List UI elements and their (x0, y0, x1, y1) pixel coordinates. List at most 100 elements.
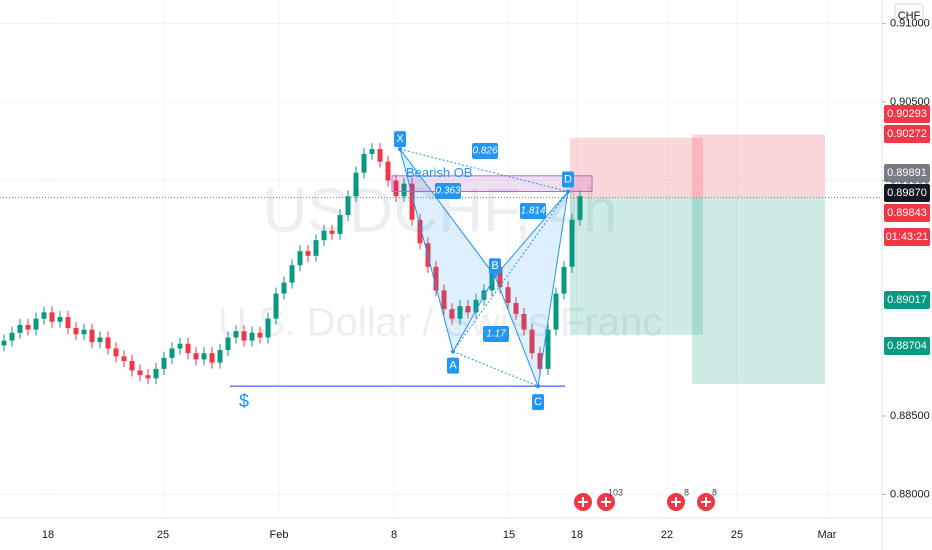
candle (49, 312, 55, 322)
candle (169, 348, 175, 358)
candle (441, 290, 447, 310)
candle (217, 350, 223, 363)
candle (17, 324, 23, 333)
y-tick-label: 0.90500 (890, 96, 930, 108)
point-box (562, 171, 574, 188)
ratio-label: 0.826 (472, 146, 497, 157)
candle (185, 343, 191, 354)
ratio-line (399, 148, 496, 277)
ratio-label: 0.363 (435, 186, 460, 197)
candle (353, 172, 359, 197)
candle (129, 361, 135, 371)
ratio-box (520, 203, 546, 219)
ratio-line (452, 351, 539, 387)
point-box (394, 131, 406, 148)
x-tick-label: 25 (157, 529, 169, 541)
candle (521, 313, 527, 330)
x-tick-label: 25 (731, 529, 743, 541)
candle (377, 149, 383, 162)
price-tag-label: 0.88704 (887, 340, 927, 352)
candle (161, 357, 167, 369)
candle (393, 180, 399, 197)
candle (249, 332, 255, 341)
candle (225, 337, 231, 351)
price-tag-label: 0.90272 (887, 128, 927, 140)
event-count: 8 (684, 487, 689, 497)
candle (289, 265, 295, 283)
candle (465, 306, 471, 313)
candle (257, 332, 263, 338)
candle (209, 353, 215, 363)
candle (417, 219, 423, 244)
candle (345, 196, 351, 216)
price-tag-label: 0.89870 (887, 187, 927, 199)
candle (409, 183, 415, 220)
currency-box[interactable] (894, 3, 924, 27)
candle (9, 332, 15, 341)
candle (121, 356, 127, 362)
candle (553, 293, 559, 330)
price-tag (884, 291, 930, 309)
price-tag (884, 164, 930, 182)
candle (497, 266, 503, 288)
candle (25, 324, 31, 330)
candle (385, 161, 391, 181)
candle (505, 287, 511, 303)
point-label: D (564, 173, 572, 185)
candle (137, 370, 143, 376)
price-tag (884, 228, 930, 246)
price-tag (884, 125, 930, 143)
y-tick-label: 0.88000 (890, 488, 930, 500)
price-tag-label: 0.89891 (887, 167, 927, 179)
candle (89, 329, 95, 343)
candle (321, 230, 327, 241)
candle (273, 293, 279, 319)
order-block-label: Bearish OB (406, 165, 472, 180)
candle (177, 343, 183, 349)
pattern-point (451, 349, 455, 354)
x-tick-label: 8 (391, 529, 397, 541)
point-label: A (449, 360, 457, 372)
pattern-point (493, 274, 497, 279)
candle (145, 375, 151, 379)
candle (313, 240, 319, 256)
candle (241, 331, 247, 341)
point-label: B (491, 260, 498, 272)
event-count: 8 (712, 487, 717, 497)
price-tag (884, 184, 930, 202)
event-cross (671, 497, 681, 507)
point-box (447, 357, 459, 374)
candle (537, 353, 543, 369)
candle (473, 299, 479, 313)
liquidity-label: $ (239, 391, 249, 411)
candle (297, 251, 303, 266)
candle (1, 340, 7, 346)
target-zone (692, 197, 825, 384)
point-box (532, 394, 544, 411)
ratio-box (483, 326, 509, 342)
candle (113, 348, 119, 357)
candle (41, 312, 47, 319)
pattern-point (398, 147, 402, 152)
price-tag-label: 0.89017 (887, 294, 927, 306)
currency: CHF (898, 10, 921, 22)
point-box (489, 258, 501, 275)
x-tick-label: Mar (818, 529, 837, 541)
event-cross (578, 497, 588, 507)
candle (73, 328, 79, 335)
candle (193, 353, 199, 360)
point-label: X (396, 133, 404, 145)
pattern-wing (399, 148, 496, 353)
target-zone (570, 197, 703, 335)
price-tag (884, 105, 930, 123)
candle (329, 230, 335, 234)
candle (529, 329, 535, 354)
pattern-wing (494, 189, 569, 389)
ratio-line (399, 148, 569, 192)
candle (369, 149, 375, 154)
candle (81, 329, 87, 335)
candle (281, 282, 287, 294)
stop-zone (692, 134, 825, 198)
